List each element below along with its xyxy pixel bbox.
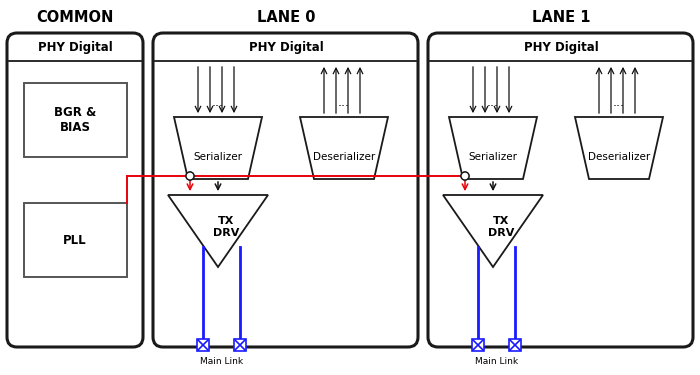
Text: ...: ... [613,96,625,109]
Text: PLL: PLL [63,234,87,246]
FancyBboxPatch shape [7,33,143,347]
Bar [24,203,127,277]
Text: LANE 1: LANE 1 [532,10,590,26]
Text: BGR &
BIAS: BGR & BIAS [54,106,96,134]
Bar [197,339,209,351]
Polygon shape [443,195,543,267]
Text: Main Link: Main Link [475,357,518,366]
Text: ...: ... [338,96,350,109]
Text: Serializer: Serializer [193,152,242,162]
Text: PHY Digital: PHY Digital [38,40,113,54]
Text: COMMON: COMMON [36,10,113,26]
Polygon shape [575,117,663,179]
Polygon shape [449,117,537,179]
Text: TX
DRV: TX DRV [213,216,239,238]
Text: PHY Digital: PHY Digital [248,40,323,54]
Circle shape [186,172,194,180]
Text: Serializer: Serializer [468,152,517,162]
Polygon shape [174,117,262,179]
Circle shape [186,172,194,180]
Text: Main Link: Main Link [200,357,243,366]
Text: ...: ... [212,96,224,109]
Text: Deserializer: Deserializer [588,152,650,162]
Bar [234,339,246,351]
Polygon shape [168,195,268,267]
FancyBboxPatch shape [153,33,418,347]
Bar [24,83,127,157]
Text: Deserializer: Deserializer [313,152,375,162]
Circle shape [461,172,469,180]
Text: ...: ... [487,96,499,109]
Text: TX
DRV: TX DRV [488,216,514,238]
Bar [509,339,521,351]
Circle shape [461,172,469,180]
Bar [472,339,484,351]
Text: LANE 0: LANE 0 [257,10,315,26]
Text: PHY Digital: PHY Digital [524,40,598,54]
Polygon shape [300,117,388,179]
FancyBboxPatch shape [428,33,693,347]
